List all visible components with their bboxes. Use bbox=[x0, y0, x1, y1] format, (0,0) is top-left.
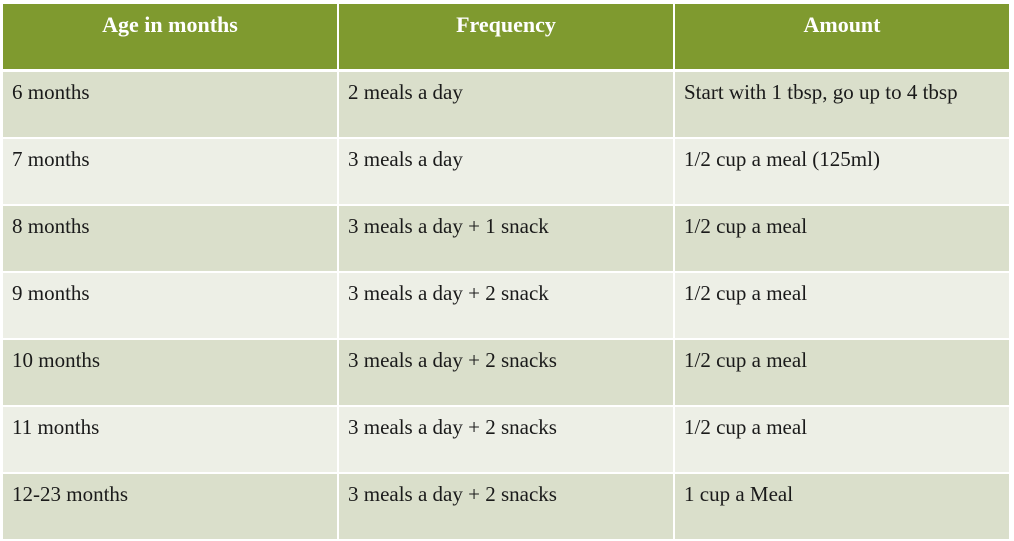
cell-amount-text: 1/2 cup a meal (125ml) bbox=[684, 147, 880, 171]
cell-amount-text: 1/2 cup a meal bbox=[684, 214, 808, 238]
cell-amount: 1/2 cup a meal bbox=[674, 406, 1009, 474]
header-amount-label: Amount bbox=[803, 12, 881, 37]
table-row: 12-23 months 3 meals a day + 2 snacks 1 … bbox=[3, 473, 1009, 541]
cell-age-text: 10 months bbox=[12, 348, 101, 372]
cell-age-text: 9 months bbox=[12, 281, 90, 305]
cell-age: 9 months bbox=[3, 272, 339, 340]
table-row: 6 months 2 meals a day Start with 1 tbsp… bbox=[3, 70, 1009, 139]
cell-frequency: 3 meals a day + 2 snack bbox=[338, 272, 675, 340]
cell-frequency-text: 3 meals a day + 1 snack bbox=[348, 214, 549, 238]
cell-amount: 1/2 cup a meal bbox=[674, 205, 1009, 273]
cell-frequency: 3 meals a day bbox=[338, 138, 675, 206]
cell-age: 7 months bbox=[3, 138, 339, 206]
table-row: 9 months 3 meals a day + 2 snack 1/2 cup… bbox=[3, 272, 1009, 340]
header-age-label: Age in months bbox=[102, 12, 238, 37]
table-row: 8 months 3 meals a day + 1 snack 1/2 cup… bbox=[3, 205, 1009, 273]
cell-age: 12-23 months bbox=[3, 473, 339, 541]
cell-amount: 1 cup a Meal bbox=[674, 473, 1009, 541]
cell-age-text: 12-23 months bbox=[12, 482, 129, 506]
table-header-row: Age in months Frequency Amount bbox=[3, 4, 1009, 72]
cell-amount-text: 1 cup a Meal bbox=[684, 482, 794, 506]
table-row: 7 months 3 meals a day 1/2 cup a meal (1… bbox=[3, 138, 1009, 206]
header-age: Age in months bbox=[3, 4, 339, 72]
cell-age-text: 11 months bbox=[12, 415, 100, 439]
cell-frequency-text: 3 meals a day + 2 snack bbox=[348, 281, 549, 305]
cell-frequency-text: 3 meals a day + 2 snacks bbox=[348, 482, 557, 506]
cell-amount-text: 1/2 cup a meal bbox=[684, 348, 808, 372]
cell-age-text: 8 months bbox=[12, 214, 90, 238]
cell-frequency-text: 3 meals a day + 2 snacks bbox=[348, 415, 557, 439]
cell-frequency: 3 meals a day + 1 snack bbox=[338, 205, 675, 273]
cell-amount-text: 1/2 cup a meal bbox=[684, 281, 808, 305]
cell-age: 8 months bbox=[3, 205, 339, 273]
cell-age: 10 months bbox=[3, 339, 339, 407]
header-frequency-label: Frequency bbox=[456, 12, 556, 37]
cell-amount: 1/2 cup a meal (125ml) bbox=[674, 138, 1009, 206]
feeding-table-container: Age in months Frequency Amount 6 months … bbox=[3, 4, 1009, 541]
cell-amount: 1/2 cup a meal bbox=[674, 339, 1009, 407]
cell-frequency: 3 meals a day + 2 snacks bbox=[338, 473, 675, 541]
cell-age-text: 6 months bbox=[12, 80, 90, 104]
cell-age: 6 months bbox=[3, 70, 339, 139]
table-row: 11 months 3 meals a day + 2 snacks 1/2 c… bbox=[3, 406, 1009, 474]
cell-frequency: 2 meals a day bbox=[338, 70, 675, 139]
header-frequency: Frequency bbox=[338, 4, 675, 72]
cell-age-text: 7 months bbox=[12, 147, 90, 171]
cell-frequency-text: 3 meals a day bbox=[348, 147, 463, 171]
cell-amount: 1/2 cup a meal bbox=[674, 272, 1009, 340]
cell-frequency: 3 meals a day + 2 snacks bbox=[338, 339, 675, 407]
cell-frequency-text: 2 meals a day bbox=[348, 80, 463, 104]
cell-age: 11 months bbox=[3, 406, 339, 474]
cell-amount-text: 1/2 cup a meal bbox=[684, 415, 808, 439]
cell-amount-text: Start with 1 tbsp, go up to 4 tbsp bbox=[684, 80, 958, 104]
cell-frequency-text: 3 meals a day + 2 snacks bbox=[348, 348, 557, 372]
table-row: 10 months 3 meals a day + 2 snacks 1/2 c… bbox=[3, 339, 1009, 407]
header-amount: Amount bbox=[674, 4, 1009, 72]
cell-frequency: 3 meals a day + 2 snacks bbox=[338, 406, 675, 474]
feeding-schedule-table: Age in months Frequency Amount 6 months … bbox=[3, 4, 1009, 541]
cell-amount: Start with 1 tbsp, go up to 4 tbsp bbox=[674, 70, 1009, 139]
